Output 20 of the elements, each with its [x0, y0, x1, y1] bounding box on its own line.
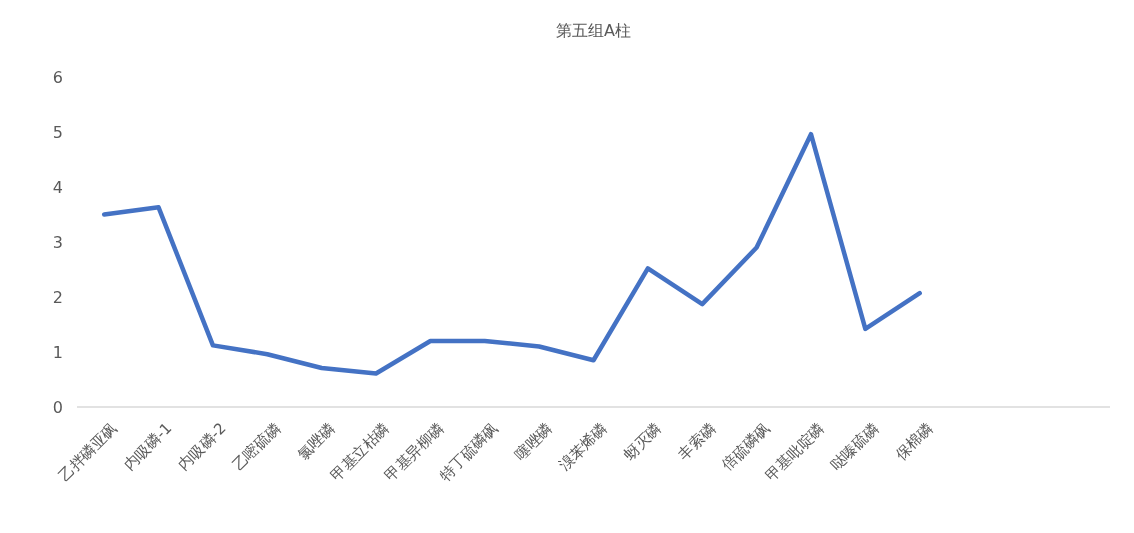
x-tick-label: 溴苯烯磷	[555, 419, 611, 475]
x-tick-label: 乙拌磷亚砜	[55, 419, 121, 485]
y-tick-label: 4	[52, 178, 63, 197]
y-tick-label: 1	[52, 343, 63, 362]
x-tick-label: 丰索磷	[674, 419, 719, 464]
x-tick-label: 保棉磷	[891, 419, 937, 464]
x-tick-label: 乙嘧硫磷	[228, 419, 285, 475]
y-tick-label: 3	[52, 233, 63, 252]
x-tick-label: 内吸磷-1	[120, 419, 176, 475]
y-tick-label: 5	[52, 123, 63, 142]
line-series	[101, 131, 922, 376]
x-tick-label: 噻唑磷	[511, 419, 556, 464]
x-tick-label: 哒嗪硫磷	[826, 419, 883, 475]
x-tick-label: 蚜灭磷	[620, 419, 665, 464]
y-tick-label: 2	[52, 288, 63, 307]
y-tick-label: 6	[52, 68, 63, 87]
x-tick-label: 氯唑磷	[293, 419, 339, 464]
chart-title: 第五组A柱	[556, 21, 631, 40]
x-tick-label: 内吸磷-2	[174, 419, 230, 475]
y-tick-label: 0	[52, 398, 63, 417]
